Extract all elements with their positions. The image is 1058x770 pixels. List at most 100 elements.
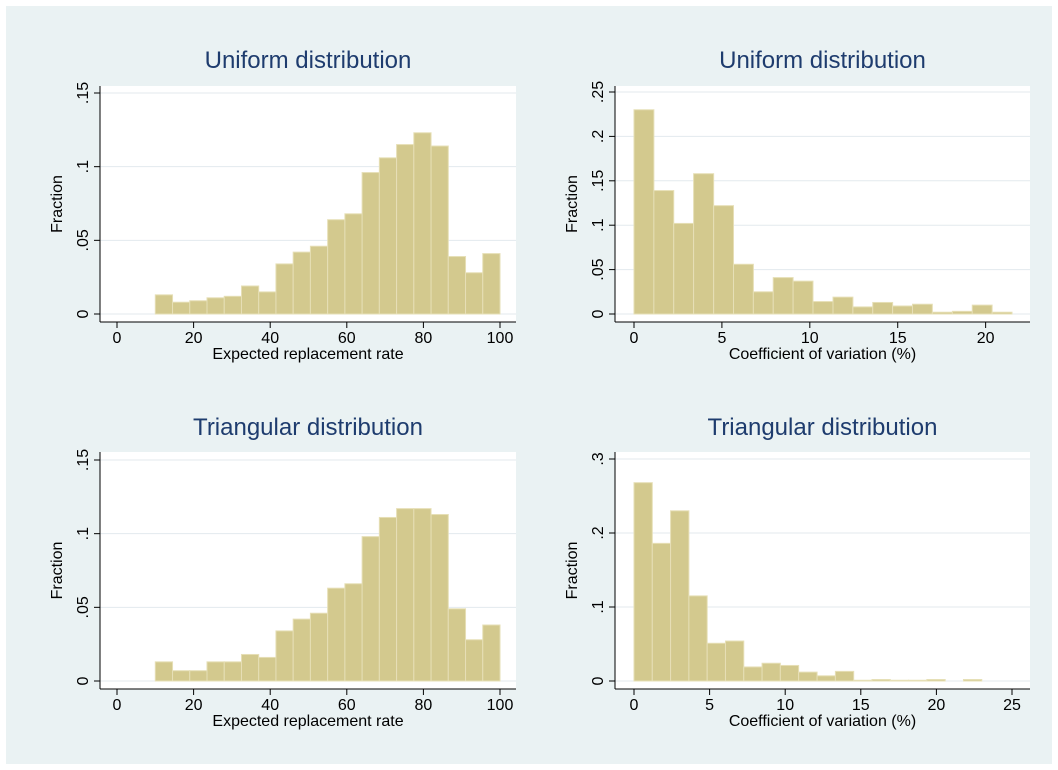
bar (482, 253, 501, 315)
bar (258, 656, 277, 682)
bar (889, 679, 910, 682)
bar (172, 670, 191, 682)
x-tick-label: 20 (185, 697, 203, 714)
x-tick-label: 20 (928, 697, 946, 714)
x-axis-label: Expected replacement rate (212, 713, 403, 730)
bar (872, 301, 894, 315)
bar (430, 514, 449, 682)
bar (706, 642, 726, 682)
bar (327, 219, 346, 315)
bar (713, 205, 735, 315)
panel: Triangular distribution 0 .05 .1 .15 0 20 40 60 8… (49, 414, 516, 730)
y-tick-label: 0 (75, 676, 92, 685)
panel: Triangular distribution 0 .1 .2 .3 0 5 10 15 20 25… (564, 414, 1030, 730)
bar (852, 306, 874, 315)
bar (991, 311, 1013, 315)
x-tick-label: 0 (113, 697, 122, 714)
bar (396, 144, 415, 315)
y-tick-label: .05 (590, 258, 607, 280)
x-tick-label: 80 (415, 697, 433, 714)
x-tick-label: 40 (261, 330, 279, 347)
bar (189, 300, 208, 315)
y-tick-label: 0 (590, 309, 607, 318)
bar (292, 251, 311, 315)
bar (926, 679, 946, 682)
bar (327, 587, 346, 682)
bar (743, 666, 763, 682)
bar (172, 301, 191, 315)
bar (834, 670, 855, 682)
x-tick-label: 0 (630, 697, 639, 714)
bar (724, 640, 745, 682)
x-tick-label: 20 (977, 330, 995, 347)
bar (971, 304, 993, 315)
x-tick-label: 40 (261, 697, 279, 714)
y-tick-label: .05 (75, 229, 92, 251)
bar (378, 516, 398, 682)
x-tick-label: 0 (113, 330, 122, 347)
bar (465, 272, 484, 315)
chart-title: Triangular distribution (193, 414, 423, 441)
bar (931, 311, 953, 315)
panel: Uniform distribution 0 .05 .1 .15 0 20 40 60 80 10… (49, 47, 516, 363)
panel: Uniform distribution 0 .05 .1 .15 .2 .25 0 5 10 15… (564, 47, 1030, 363)
y-axis-label: Fraction (564, 542, 581, 600)
y-tick-label: .1 (75, 527, 92, 540)
x-tick-label: 20 (185, 330, 203, 347)
bar (812, 301, 834, 315)
bar (688, 595, 708, 682)
y-tick-label: .15 (75, 449, 92, 471)
y-axis-label: Fraction (49, 542, 66, 600)
x-tick-label: 5 (705, 697, 714, 714)
y-tick-label: .1 (590, 600, 607, 613)
bar (908, 679, 928, 682)
bar (892, 305, 913, 315)
bar (733, 263, 754, 315)
y-tick-label: .1 (75, 160, 92, 173)
bar (240, 653, 260, 682)
y-tick-label: .25 (590, 81, 607, 103)
x-tick-label: 60 (338, 330, 356, 347)
y-tick-label: .1 (590, 218, 607, 231)
y-tick-label: .15 (75, 82, 92, 104)
chart-title: Uniform distribution (719, 47, 926, 74)
bar (798, 671, 818, 682)
x-axis-label: Coefficient of variation (%) (729, 713, 916, 730)
bar (633, 482, 653, 682)
bar (673, 222, 695, 315)
x-tick-label: 100 (487, 697, 514, 714)
bar (378, 157, 398, 315)
y-tick-label: 0 (590, 676, 607, 685)
x-tick-label: 10 (776, 697, 794, 714)
bar (670, 510, 690, 682)
bar (447, 256, 467, 315)
x-tick-label: 25 (1003, 697, 1021, 714)
bar (651, 542, 672, 682)
bar (361, 172, 380, 315)
bar (154, 294, 174, 315)
bar (482, 624, 501, 682)
bar (309, 245, 329, 315)
bar (871, 679, 891, 682)
y-tick-label: .05 (75, 596, 92, 618)
bar (962, 679, 983, 682)
bar (206, 661, 225, 682)
bar (413, 508, 432, 682)
x-tick-label: 0 (630, 330, 639, 347)
x-tick-label: 15 (852, 697, 870, 714)
bar (951, 310, 973, 315)
bar (206, 297, 225, 315)
bar (154, 661, 174, 682)
bar (361, 536, 380, 682)
bar (430, 145, 449, 315)
bar (396, 508, 415, 682)
bar (752, 291, 774, 315)
bar (223, 661, 242, 682)
bar (792, 280, 814, 315)
x-axis-label: Expected replacement rate (212, 346, 403, 363)
y-axis-label: Fraction (564, 175, 581, 233)
bar (223, 295, 242, 315)
bar (633, 109, 655, 315)
bar (653, 190, 675, 315)
